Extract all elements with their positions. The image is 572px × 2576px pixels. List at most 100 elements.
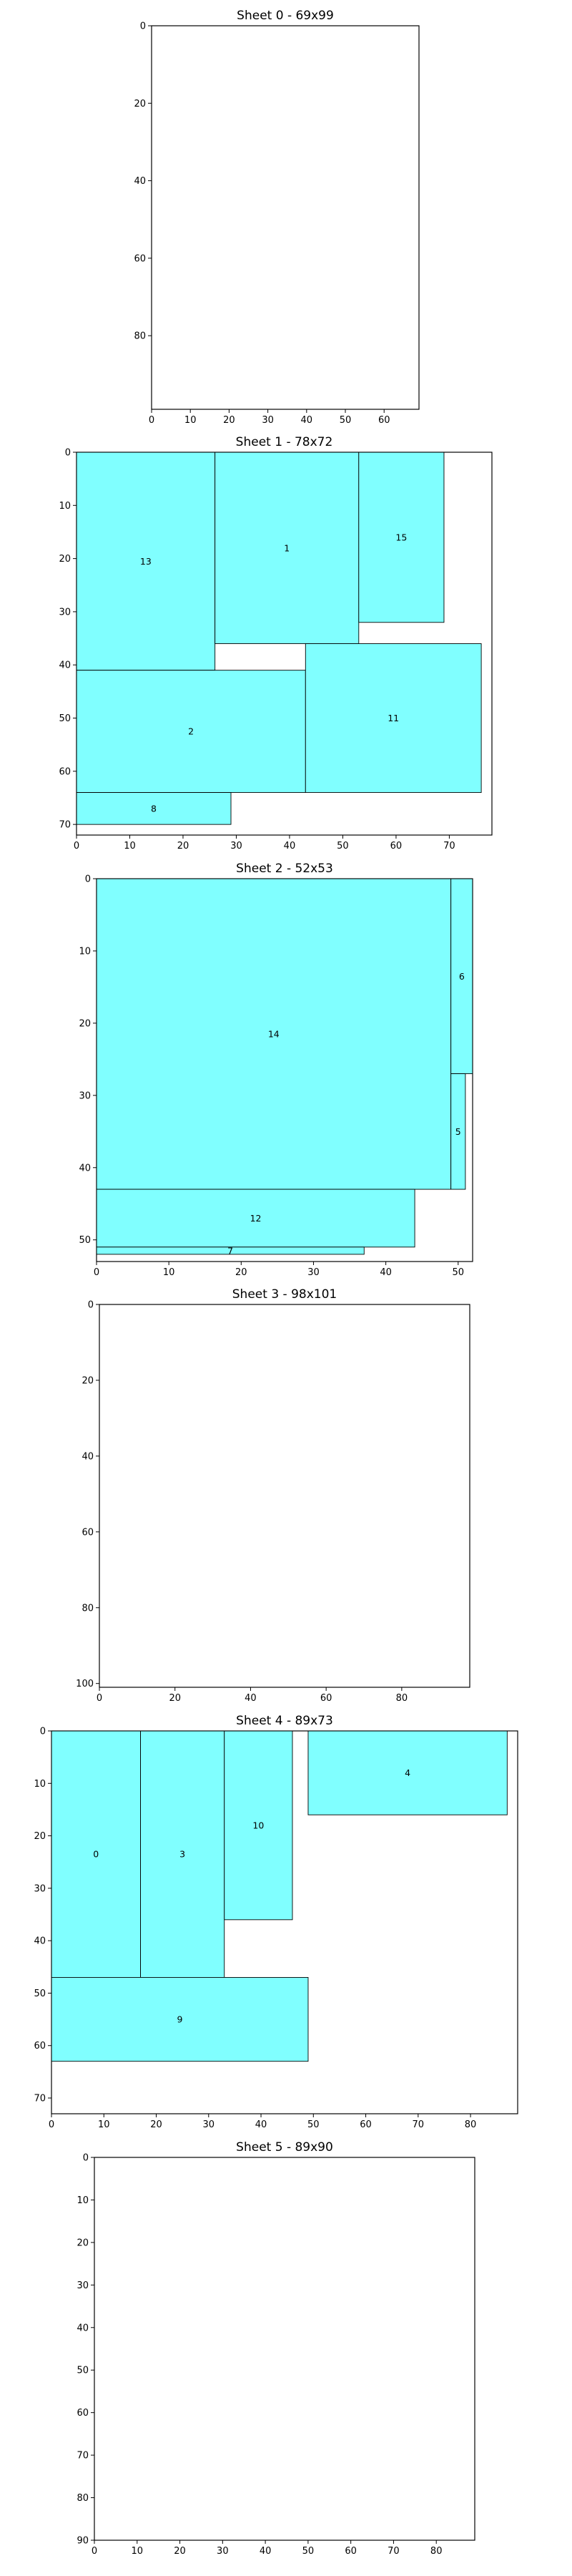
y-tick-label: 20 — [134, 99, 146, 109]
rect-label: 12 — [250, 1213, 262, 1224]
x-tick-label: 30 — [262, 415, 274, 426]
x-tick-label: 10 — [132, 2546, 144, 2557]
placed-rect — [305, 643, 482, 794]
x-tick-label: 40 — [260, 2546, 272, 2557]
x-tick-label: 10 — [184, 415, 197, 426]
y-tick-label: 70 — [34, 2094, 46, 2104]
x-tick-label: 60 — [360, 2119, 372, 2130]
y-tick-label: 80 — [77, 2493, 89, 2504]
sheet-2: Sheet 2 - 52x53 14 6 5 12 7 0 10 20 30 40 50 0 10 20 30… — [79, 862, 473, 1278]
y-tick-label: 0 — [85, 874, 91, 885]
x-tick-label: 10 — [98, 2119, 110, 2130]
y-tick-label: 60 — [59, 766, 71, 777]
x-tick-label: 50 — [307, 2119, 320, 2130]
x-tick-label: 10 — [163, 1267, 175, 1278]
y-tick-label: 60 — [82, 1527, 94, 1538]
y-tick-label: 50 — [77, 2366, 89, 2376]
x-tick-label: 40 — [301, 415, 313, 426]
rect-label: 5 — [455, 1126, 461, 1137]
sheet-title: Sheet 3 - 98x101 — [232, 1287, 337, 1302]
sheet-title: Sheet 4 - 89x73 — [236, 1714, 333, 1728]
placed-rect — [307, 1730, 508, 1815]
placed-rect — [96, 878, 452, 1190]
placed-rect — [140, 1730, 225, 1978]
x-tick-label: 30 — [217, 2546, 229, 2557]
placed-rect — [96, 1189, 415, 1248]
x-tick-label: 20 — [235, 1267, 247, 1278]
y-tick-label: 40 — [59, 660, 71, 671]
y-tick-label: 0 — [83, 2153, 89, 2164]
placed-rect — [450, 878, 473, 1074]
rect-label: 15 — [395, 532, 407, 542]
y-tick-label: 0 — [40, 1727, 46, 1737]
placed-rect — [224, 1730, 293, 1921]
placed-rect — [450, 1073, 466, 1190]
plot-border — [94, 2157, 475, 2541]
placed-rect — [76, 670, 306, 794]
y-tick-label: 20 — [79, 1018, 91, 1029]
placed-rect — [214, 452, 360, 644]
y-tick-label: 80 — [82, 1603, 94, 1614]
sheet-title: Sheet 0 - 69x99 — [237, 9, 334, 23]
rect-label: 2 — [188, 726, 194, 737]
y-tick-label: 40 — [77, 2323, 89, 2333]
y-tick-label: 90 — [77, 2536, 89, 2547]
x-tick-label: 60 — [378, 415, 390, 426]
y-tick-label: 40 — [82, 1451, 94, 1462]
rect-label: 4 — [405, 1767, 410, 1778]
x-tick-label: 40 — [245, 1693, 257, 1704]
placed-rect — [76, 792, 232, 825]
y-tick-label: 30 — [59, 607, 71, 618]
y-tick-label: 50 — [79, 1235, 91, 1246]
sheet-3: Sheet 3 - 98x101 0 20 40 60 80 0 20 40 60 80 100 — [76, 1287, 470, 1704]
y-tick-label: 80 — [134, 331, 146, 342]
rect-label: 1 — [284, 542, 290, 553]
placed-rect — [51, 1730, 141, 1978]
y-tick-label: 10 — [79, 946, 91, 957]
rect-label: 0 — [93, 1849, 99, 1860]
x-tick-label: 70 — [443, 841, 455, 852]
y-tick-label: 40 — [34, 1936, 46, 1947]
y-tick-label: 60 — [34, 2041, 46, 2051]
x-tick-label: 80 — [430, 2546, 443, 2557]
y-tick-label: 10 — [59, 501, 71, 512]
y-tick-label: 70 — [77, 2451, 89, 2462]
y-tick-label: 10 — [77, 2195, 89, 2206]
x-tick-label: 70 — [413, 2119, 425, 2130]
x-tick-label: 0 — [97, 1693, 102, 1704]
x-tick-label: 20 — [223, 415, 235, 426]
x-tick-label: 60 — [345, 2546, 357, 2557]
placed-rect — [76, 452, 216, 671]
y-tick-label: 20 — [34, 1831, 46, 1842]
plot-frame — [151, 25, 420, 410]
x-tick-label: 60 — [390, 841, 403, 852]
x-tick-label: 60 — [320, 1693, 332, 1704]
sheet-title: Sheet 5 - 89x90 — [236, 2140, 333, 2155]
sheet-0: Sheet 0 - 69x99 0 10 20 30 40 50 60 0 20 40 60 80 — [134, 9, 420, 426]
y-tick-label: 100 — [76, 1679, 94, 1689]
x-tick-label: 50 — [452, 1267, 464, 1278]
y-tick-label: 20 — [82, 1375, 94, 1386]
plot-border — [151, 25, 420, 410]
plot-border — [51, 1730, 518, 2114]
y-tick-label: 0 — [140, 21, 146, 32]
x-tick-label: 0 — [92, 2546, 97, 2557]
x-tick-label: 0 — [94, 1267, 99, 1278]
rect-label: 10 — [252, 1820, 264, 1830]
x-tick-label: 40 — [255, 2119, 267, 2130]
y-tick-label: 70 — [59, 820, 71, 831]
x-tick-label: 10 — [124, 841, 136, 852]
plot-frame — [94, 2157, 475, 2541]
rect-label: 9 — [177, 2014, 183, 2025]
rect-label: 13 — [140, 556, 152, 567]
sheet-title: Sheet 2 - 52x53 — [236, 862, 333, 876]
rect-label: 7 — [227, 1245, 233, 1256]
x-tick-label: 40 — [284, 841, 296, 852]
x-tick-label: 20 — [169, 1693, 181, 1704]
x-tick-label: 0 — [74, 841, 79, 852]
y-tick-label: 30 — [34, 1883, 46, 1894]
plot-border — [96, 878, 473, 1262]
rect-label: 6 — [459, 971, 465, 982]
